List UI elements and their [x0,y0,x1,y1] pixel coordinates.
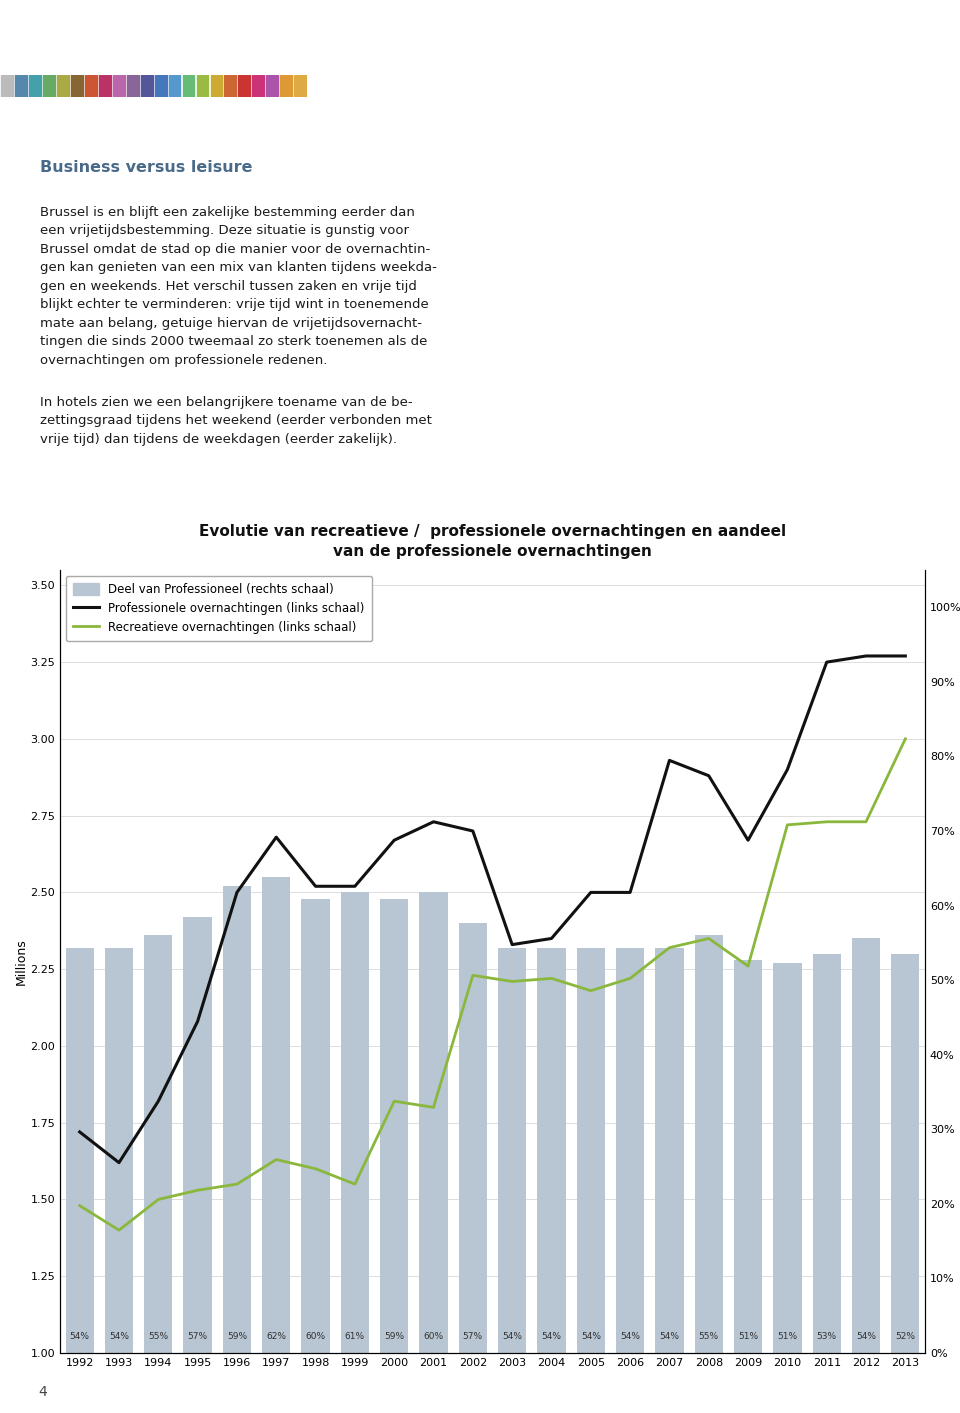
Text: 60%: 60% [423,1331,444,1341]
Text: 61%: 61% [345,1331,365,1341]
Bar [295,75,306,97]
Text: 55%: 55% [699,1331,719,1341]
Text: 59%: 59% [384,1331,404,1341]
Title: Evolutie van recreatieve /  professionele overnachtingen en aandeel
van de profe: Evolutie van recreatieve / professionele… [199,524,786,560]
Text: 54%: 54% [620,1331,640,1341]
Text: 51%: 51% [778,1331,798,1341]
Text: 54%: 54% [660,1331,680,1341]
Bar [695,935,723,1413]
Bar [616,948,644,1413]
Bar [301,899,329,1413]
Bar [144,935,173,1413]
Legend: Deel van Professioneel (rechts schaal), Professionele overnachtingen (links scha: Deel van Professioneel (rechts schaal), … [66,577,372,642]
Bar [341,893,369,1413]
Bar [57,75,69,97]
Bar [43,75,55,97]
Bar [155,75,166,97]
Text: 54%: 54% [502,1331,522,1341]
Bar [380,899,408,1413]
Text: 54%: 54% [109,1331,129,1341]
Text: 57%: 57% [463,1331,483,1341]
Text: 53%: 53% [817,1331,837,1341]
Bar [266,75,278,97]
Text: 54%: 54% [856,1331,876,1341]
Bar [577,948,605,1413]
Text: 59%: 59% [227,1331,247,1341]
Bar [280,75,292,97]
Text: 57%: 57% [187,1331,207,1341]
Bar [1,75,12,97]
Text: 54%: 54% [581,1331,601,1341]
Bar [498,948,526,1413]
Text: verslag over: verslag over [771,25,936,49]
Bar [65,948,94,1413]
Bar [223,886,252,1413]
Text: 52%: 52% [896,1331,915,1341]
Bar [656,948,684,1413]
Text: het toerisme in Brussel: het toerisme in Brussel [936,25,960,49]
Bar [538,948,565,1413]
Bar [84,75,97,97]
Bar [127,75,138,97]
Bar [15,75,27,97]
Text: Business versus leisure: Business versus leisure [40,160,252,175]
Bar [99,75,110,97]
Text: 55%: 55% [148,1331,168,1341]
Text: 62%: 62% [266,1331,286,1341]
Bar [420,893,447,1413]
Bar [29,75,41,97]
Bar [891,954,920,1413]
Bar [183,917,212,1413]
Bar [169,75,180,97]
Text: 4: 4 [38,1385,47,1399]
Bar [71,75,83,97]
Text: 54%: 54% [70,1331,89,1341]
Bar [182,75,195,97]
Bar [238,75,251,97]
Bar [105,948,133,1413]
Text: Brussel is en blijft een zakelijke bestemming eerder dan
een vrijetijdsbestemmin: Brussel is en blijft een zakelijke beste… [40,206,437,366]
Bar [262,877,291,1413]
Bar [459,923,487,1413]
Bar [197,75,208,97]
Bar [210,75,223,97]
Y-axis label: Millions: Millions [14,938,28,985]
Bar [852,938,880,1413]
Text: 54%: 54% [541,1331,562,1341]
Bar [112,75,125,97]
Bar [733,959,762,1413]
Text: 51%: 51% [738,1331,758,1341]
Bar [812,954,841,1413]
Bar [252,75,264,97]
Bar [225,75,236,97]
Bar [141,75,153,97]
Text: 60%: 60% [305,1331,325,1341]
Text: In hotels zien we een belangrijkere toename van de be-
zettingsgraad tijdens het: In hotels zien we een belangrijkere toen… [40,396,432,445]
Bar [773,964,802,1413]
